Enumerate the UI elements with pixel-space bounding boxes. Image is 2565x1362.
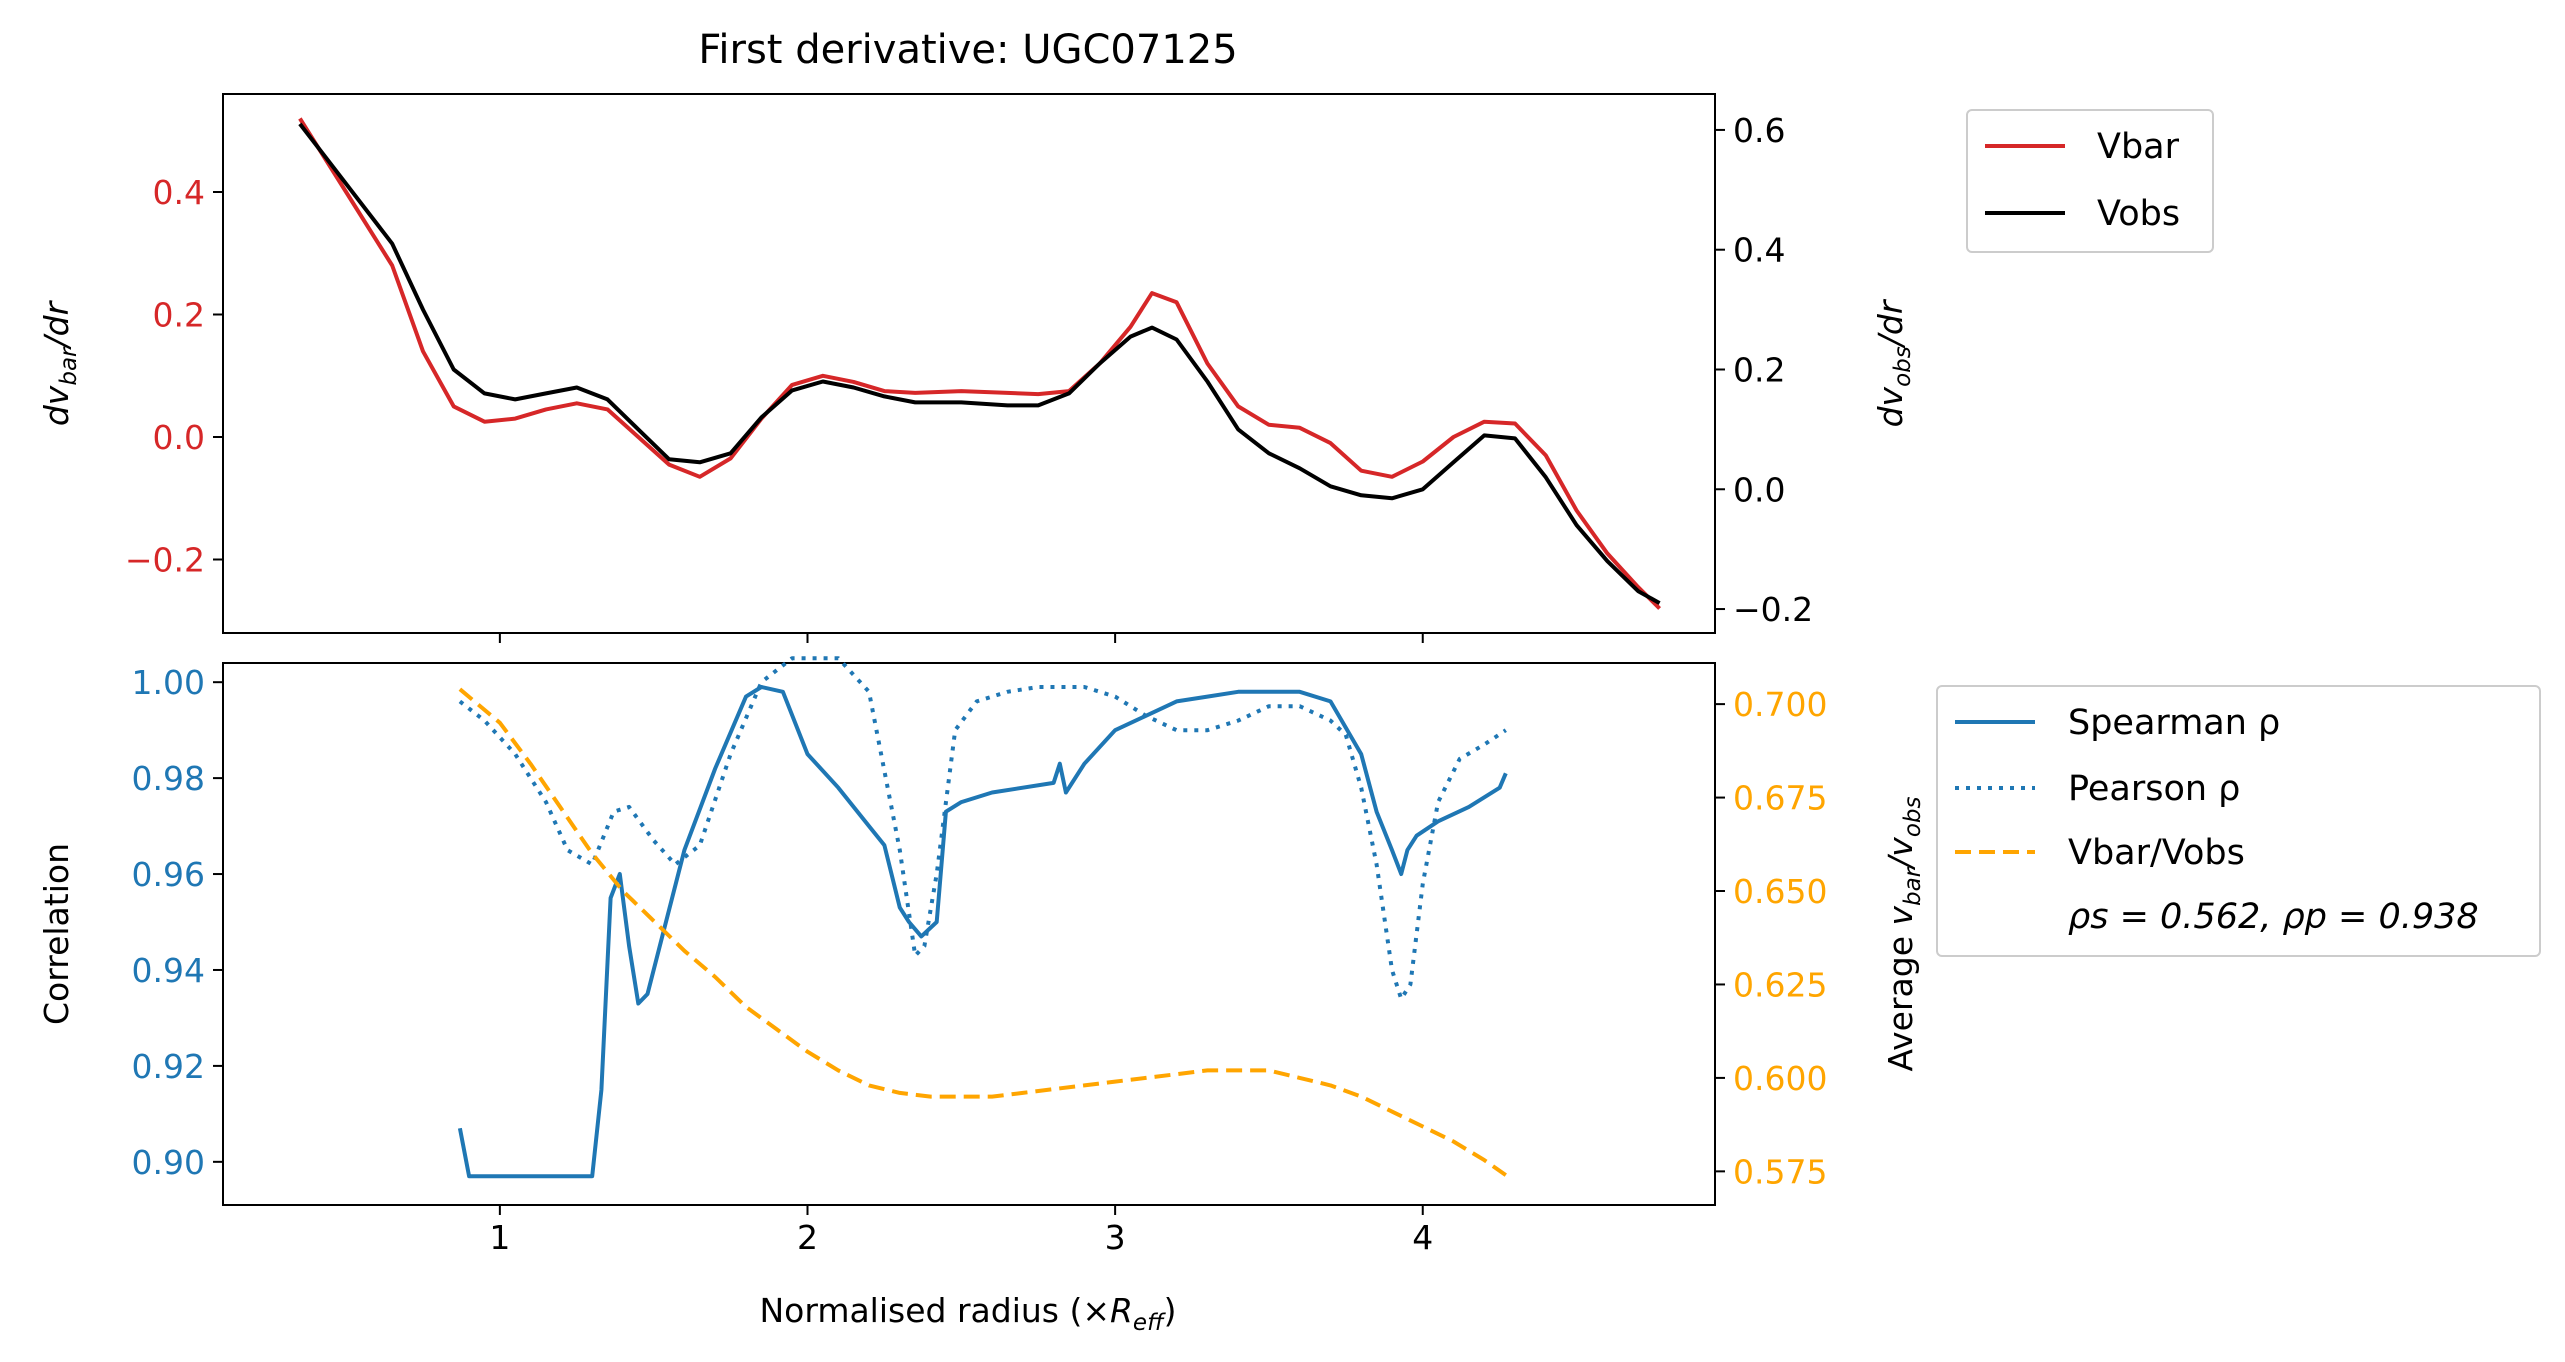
legend-label-vbar: Vbar	[2097, 127, 2180, 167]
bottom-y-right-tick-label-0: 0.700	[1733, 685, 1827, 724]
bottom-y-right-tick-label-2: 0.650	[1733, 872, 1827, 911]
top-plot-frame	[222, 93, 1716, 634]
top-y-left-tick-label-0: 0.4	[153, 173, 205, 212]
top-panel: 0.4 0.2 0.0 −0.2 0.6 0.4 0.2 0.0 −0.2 dvbar/dr d…	[37, 93, 1916, 643]
bottom-right-ylabel: Average vbar/vobs	[1881, 796, 1926, 1071]
bottom-series-spearman-line	[457, 685, 1508, 1179]
bottom-y-left-tick-label-4: 0.92	[132, 1047, 205, 1086]
bottom-series-vbar-vobs-line	[458, 687, 1507, 1177]
bottom-y-right-tick-label-4: 0.600	[1733, 1059, 1827, 1098]
legend-label-spearman: Spearman ρ	[2068, 703, 2280, 743]
bottom-x-tick-label-0: 1	[489, 1218, 510, 1257]
top-y-left-tick-label-2: 0.0	[153, 418, 205, 457]
bottom-y-left-tick-label-0: 1.00	[132, 663, 205, 702]
top-series-vobs-line	[298, 122, 1661, 605]
top-y-right-tick-label-4: −0.2	[1733, 590, 1813, 629]
chart-title: First derivative: UGC07125	[698, 27, 1237, 73]
top-right-ylabel: dvobs/dr	[1871, 298, 1916, 427]
bottom-y-right-tick-label-3: 0.625	[1733, 965, 1827, 1004]
top-left-ylabel: dvbar/dr	[37, 299, 82, 426]
bottom-y-left-tick-label-5: 0.90	[132, 1143, 205, 1182]
x-axis-label: Normalised radius (×Reff)	[759, 1291, 1176, 1336]
top-series-vbar-line	[298, 117, 1662, 610]
bottom-x-tick-label-2: 3	[1105, 1218, 1126, 1257]
top-y-right-tick-label-3: 0.0	[1733, 470, 1785, 509]
bottom-panel: 1 2 3 4 1.00 0.98 0.96 0.94 0.92 0.90 0.700 0.675 0.…	[37, 656, 1926, 1336]
bottom-y-right-tick-label-5: 0.575	[1733, 1152, 1827, 1191]
legend-label-vobs: Vobs	[2097, 194, 2180, 234]
bottom-series-pearson-line	[458, 656, 1507, 1001]
bottom-left-ylabel: Correlation	[37, 843, 76, 1025]
bottom-x-tick-label-1: 2	[797, 1218, 818, 1257]
legend-label-ratio: Vbar/Vobs	[2068, 833, 2245, 873]
bottom-legend: Spearman ρ Pearson ρ Vbar/Vobs ρs = 0.56…	[1936, 685, 2541, 957]
top-y-right-tick-label-0: 0.6	[1733, 111, 1785, 150]
bottom-x-tick-label-3: 4	[1412, 1218, 1433, 1257]
bottom-plot-frame	[222, 662, 1716, 1206]
bottom-y-right-tick-label-1: 0.675	[1733, 779, 1827, 818]
top-legend: Vbar Vobs	[1966, 109, 2214, 253]
legend-label-pearson: Pearson ρ	[2068, 769, 2240, 809]
top-y-left-tick-label-3: −0.2	[125, 541, 205, 580]
top-y-left-tick-label-1: 0.2	[153, 296, 205, 335]
bottom-y-left-tick-label-3: 0.94	[132, 951, 205, 990]
top-y-right-tick-label-1: 0.4	[1733, 231, 1785, 270]
top-y-right-tick-label-2: 0.2	[1733, 350, 1785, 389]
bottom-y-left-tick-label-2: 0.96	[132, 855, 205, 894]
legend-annotation-rho: ρs = 0.562, ρp = 0.938	[2068, 897, 2479, 937]
bottom-legend-box	[1936, 685, 2541, 957]
bottom-y-left-tick-label-1: 0.98	[132, 759, 205, 798]
